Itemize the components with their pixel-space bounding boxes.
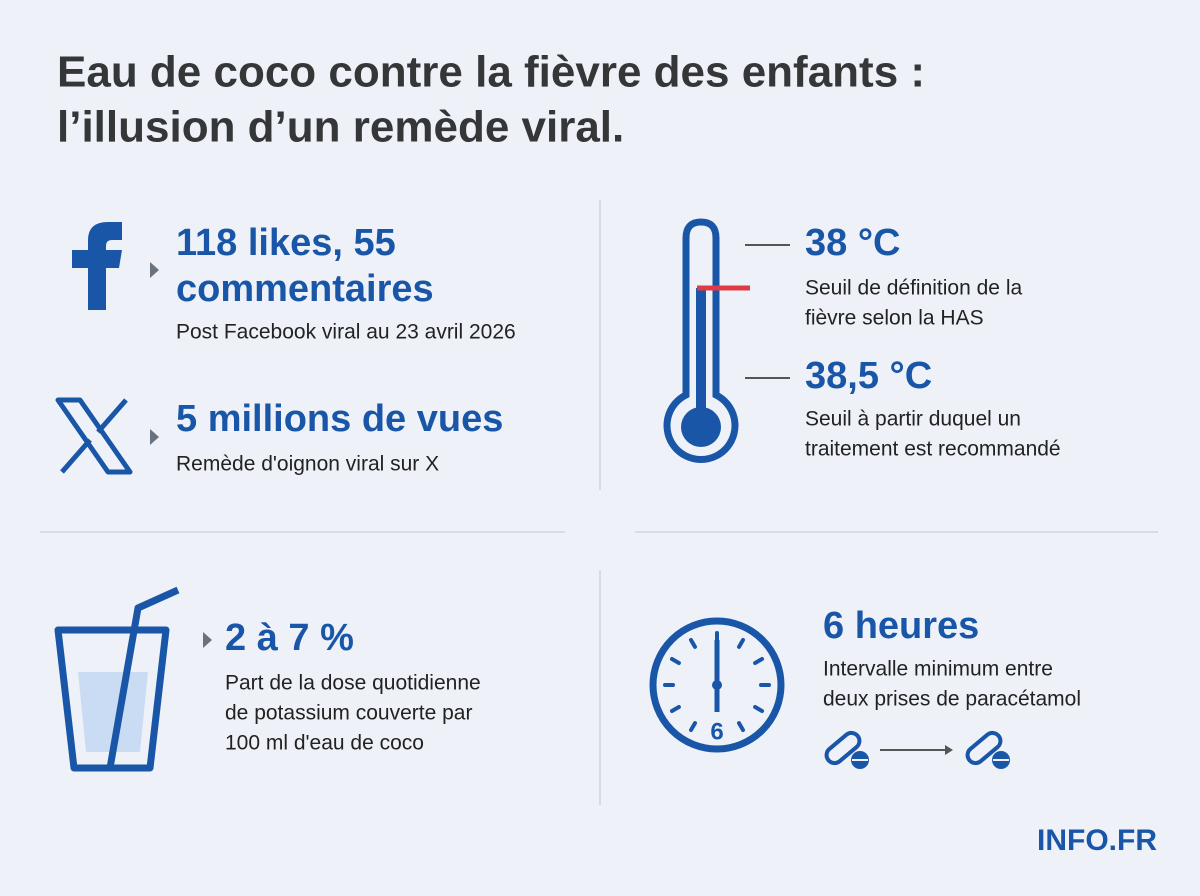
clock-numeral: 6: [710, 718, 723, 745]
title-line: Eau de coco contre la fièvre des enfants…: [57, 48, 925, 97]
pill-icon: [824, 730, 869, 769]
clock-tick: [669, 657, 681, 665]
caption: traitement est recommandé: [805, 438, 1061, 461]
stat: commentaires: [176, 268, 434, 310]
thermometer-icon: [663, 218, 750, 464]
stat: 5 millions de vues: [176, 398, 503, 440]
clock-icon: [649, 617, 785, 753]
x-icon: [55, 397, 133, 475]
stat: 2 à 7 %: [225, 617, 354, 659]
caption: Seuil de définition de la: [805, 277, 1022, 300]
caption: fièvre selon la HAS: [805, 307, 984, 330]
brand: INFO.FR: [1037, 824, 1157, 857]
caption: Remède d'oignon viral sur X: [176, 453, 439, 476]
pill-icon: [965, 730, 1010, 769]
title-line: l’illusion d’un remède viral.: [57, 103, 624, 152]
clock-tick: [753, 657, 765, 665]
stat: 38,5 °C: [805, 355, 932, 397]
arrow: [945, 745, 953, 755]
arrow: [150, 262, 159, 278]
clock-tick: [689, 721, 697, 733]
caption: Seuil à partir duquel un: [805, 408, 1021, 431]
caption: deux prises de paracétamol: [823, 688, 1081, 711]
stat: 6 heures: [823, 605, 979, 647]
clock-tick: [737, 721, 745, 733]
caption: Post Facebook viral au 23 avril 2026: [176, 321, 516, 344]
clock-tick: [737, 637, 745, 649]
arrow: [203, 632, 212, 648]
stat: 38 °C: [805, 222, 900, 264]
caption: 100 ml d'eau de coco: [225, 732, 424, 755]
arrow: [150, 429, 159, 445]
caption: de potassium couverte par: [225, 702, 472, 725]
caption: Intervalle minimum entre: [823, 658, 1053, 681]
caption: Part de la dose quotidienne: [225, 672, 481, 695]
glass-icon: [54, 586, 180, 772]
stat: 118 likes, 55: [176, 222, 396, 264]
clock-tick: [689, 637, 697, 649]
clock-tick: [753, 705, 765, 713]
facebook-icon: [72, 222, 122, 310]
clock-tick: [669, 705, 681, 713]
